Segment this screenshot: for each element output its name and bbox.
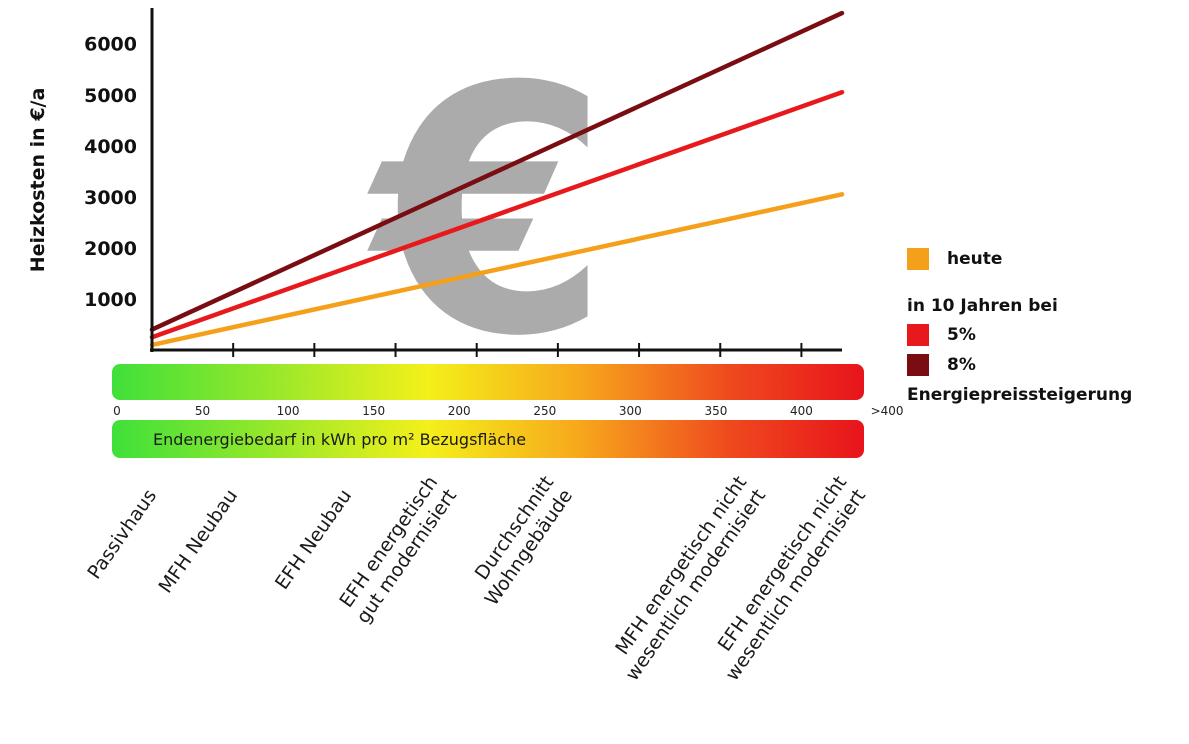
- energy-band-label: Endenergiebedarf in kWh pro m² Bezugsflä…: [153, 430, 526, 449]
- series-line-5pct: [149, 89, 845, 340]
- energy-band-top: [112, 364, 864, 400]
- energy-scale-label: 300: [619, 404, 642, 418]
- category-label: EFH Neubau: [271, 485, 356, 593]
- category-label: Passivhaus: [83, 485, 161, 583]
- legend-item-5pct: 5%: [907, 320, 1187, 350]
- y-tick-label: 6000: [84, 34, 137, 56]
- y-tick-layer: 1000 2000 3000 4000 5000 6000: [84, 34, 137, 311]
- legend-label-heute: heute: [947, 249, 1003, 269]
- category-label-line: Passivhaus: [83, 485, 161, 583]
- y-axis-label: Heizkosten in €/a: [27, 88, 49, 273]
- x-tick-layer: [232, 343, 803, 357]
- series-line-8pct: [149, 10, 845, 332]
- y-tick-label: 2000: [84, 238, 137, 260]
- energy-scale-label: >400: [871, 404, 904, 418]
- legend-item-heute: heute: [907, 244, 1187, 274]
- energy-band-bottom: [112, 420, 864, 458]
- energy-scale-label: 0: [113, 404, 121, 418]
- energy-scale-label: 400: [790, 404, 813, 418]
- legend-label-5pct: 5%: [947, 325, 976, 345]
- legend-label-8pct: 8%: [947, 355, 976, 375]
- energy-scale-label: 350: [704, 404, 727, 418]
- legend-swatch-5pct: [907, 324, 929, 346]
- energy-scale-label: 200: [448, 404, 471, 418]
- energy-scale-label: 100: [277, 404, 300, 418]
- y-tick-label: 4000: [84, 136, 137, 158]
- energy-scale-label: 50: [195, 404, 210, 418]
- energy-scale-labels: 0 50 100 150 200 250 300 350 400 >400: [113, 404, 903, 418]
- y-tick-label: 3000: [84, 187, 137, 209]
- legend-swatch-heute: [907, 248, 929, 270]
- y-tick-label: 5000: [84, 85, 137, 107]
- legend-swatch-8pct: [907, 354, 929, 376]
- category-label-line: MFH Neubau: [154, 485, 242, 597]
- euro-symbol-watermark: €: [363, 15, 610, 411]
- category-label-line: EFH Neubau: [271, 485, 356, 593]
- legend-heading: in 10 Jahren bei: [907, 296, 1058, 316]
- energy-scale-label: 150: [362, 404, 385, 418]
- energy-scale-label: 250: [533, 404, 556, 418]
- series-layer: [149, 10, 845, 348]
- category-label: MFH Neubau: [154, 485, 242, 597]
- legend-footer: Energiepreissteigerung: [907, 385, 1133, 405]
- series-line-heute: [149, 192, 845, 348]
- legend-item-8pct: 8%: [907, 350, 1187, 380]
- y-tick-label: 1000: [84, 289, 137, 311]
- legend: heute in 10 Jahren bei 5% 8% Energieprei…: [907, 244, 1187, 410]
